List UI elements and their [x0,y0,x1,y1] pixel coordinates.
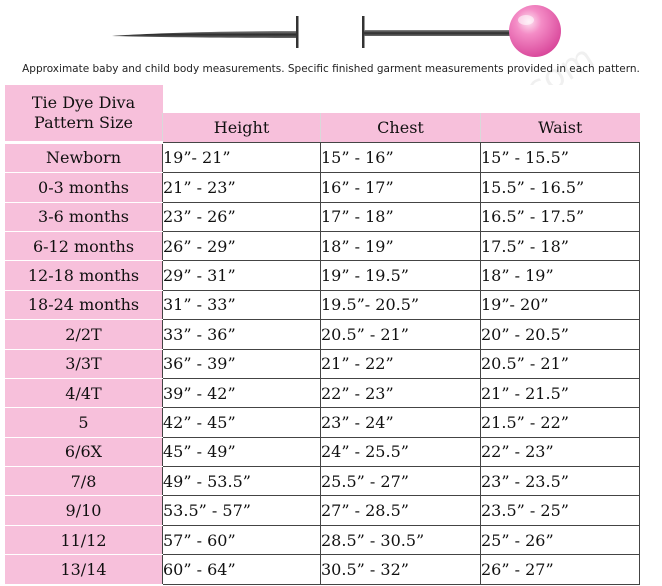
height-header: Height [162,113,321,143]
chest-cell: 22” - 23” [320,378,481,409]
height-cell: 49” - 53.5” [162,466,321,497]
chest-cell: 18” - 19” [320,231,481,262]
size-cell: 7/8 [5,466,163,497]
table-row: 2/2T 33” - 36” 20.5” - 21” 20” - 20.5” [5,319,640,350]
waist-cell: 19”- 20” [480,290,640,321]
waist-cell: 18” - 19” [480,260,640,291]
waist-cell: 25” - 26” [480,525,640,556]
height-cell: 36” - 39” [162,349,321,379]
pattern-size-header-line1: Tie Dye Diva [31,92,136,112]
chest-cell: 23” - 24” [320,407,481,438]
table-row: Newborn 19”- 21” 15” - 16” 15” - 15.5” [5,142,640,174]
size-cell: 6-12 months [5,231,163,262]
chest-cell: 17” - 18” [320,202,481,232]
height-cell: 19”- 21” [162,142,321,174]
chest-cell: 19” - 19.5” [320,260,481,291]
height-cell: 26” - 29” [162,231,321,262]
table-row: 12-18 months 29” - 31” 19” - 19.5” 18” - 19… [5,260,640,291]
table-row: 4/4T 39” - 42” 22” - 23” 21” - 21.5” [5,378,640,409]
size-cell: 2/2T [5,319,163,350]
size-cell: 11/12 [5,525,163,556]
pattern-size-header-line2: Pattern Size [34,112,133,132]
waist-cell: 15” - 15.5” [480,142,640,174]
table-row: 0-3 months 21” - 23” 16” - 17” 15.5” - 16.5… [5,172,640,203]
waist-cell: 22” - 23” [480,437,640,468]
chest-cell: 15” - 16” [320,142,481,174]
table-row: 7/8 49” - 53.5” 25.5” - 27” 23” - 23.5” [5,466,640,497]
chest-cell: 28.5” - 30.5” [320,525,481,556]
size-cell: 6/6X [5,437,163,468]
pattern-size-header: Tie Dye Diva Pattern Size [5,85,163,144]
size-cell: 3-6 months [5,202,163,232]
waist-cell: 20” - 20.5” [480,319,640,350]
waist-cell: 26” - 27” [480,554,640,585]
chest-cell: 25.5” - 27” [320,466,481,497]
height-cell: 57” - 60” [162,525,321,556]
size-cell: 18-24 months [5,290,163,321]
table-row: 18-24 months 31” - 33” 19.5”- 20.5” 19”- 20… [5,290,640,321]
waist-cell: 21” - 21.5” [480,378,640,409]
size-cell: 3/3T [5,349,163,379]
needle-icon [112,16,299,48]
height-cell: 31” - 33” [162,290,321,321]
chest-header: Chest [320,113,481,143]
pin-icon [362,5,561,57]
size-cell: 12-18 months [5,260,163,291]
waist-cell: 23.5” - 25” [480,495,640,526]
table-row: 3-6 months 23” - 26” 17” - 18” 16.5” - 17.5… [5,202,640,232]
chest-cell: 24” - 25.5” [320,437,481,468]
table-row: 6/6X 45” - 49” 24” - 25.5” 22” - 23” [5,437,640,468]
table-row: 13/14 60” - 64” 30.5” - 32” 26” - 27” [5,554,640,585]
height-cell: 33” - 36” [162,319,321,350]
table-row: 3/3T 36” - 39” 21” - 22” 20.5” - 21” [5,349,640,379]
height-cell: 29” - 31” [162,260,321,291]
height-cell: 21” - 23” [162,172,321,203]
chest-cell: 21” - 22” [320,349,481,379]
size-cell: 0-3 months [5,172,163,203]
height-cell: 60” - 64” [162,554,321,585]
waist-cell: 17.5” - 18” [480,231,640,262]
chest-cell: 30.5” - 32” [320,554,481,585]
height-cell: 53.5” - 57” [162,495,321,526]
waist-header: Waist [480,113,640,143]
size-cell: Newborn [5,142,163,174]
waist-cell: 16.5” - 17.5” [480,202,640,232]
height-cell: 42” - 45” [162,407,321,438]
size-cell: 9/10 [5,495,163,526]
chest-cell: 20.5” - 21” [320,319,481,350]
table-row: 9/10 53.5” - 57” 27” - 28.5” 23.5” - 25” [5,495,640,526]
table-row: 11/12 57” - 60” 28.5” - 30.5” 25” - 26” [5,525,640,556]
waist-cell: 21.5” - 22” [480,407,640,438]
chest-cell: 27” - 28.5” [320,495,481,526]
header-spacer [162,85,640,114]
size-cell: 4/4T [5,378,163,409]
caption: Approximate baby and child body measurem… [22,63,640,75]
header-illustration [112,5,561,57]
table-row: 6-12 months 26” - 29” 18” - 19” 17.5” - 18” [5,231,640,262]
height-cell: 39” - 42” [162,378,321,409]
chest-cell: 16” - 17” [320,172,481,203]
chest-cell: 19.5”- 20.5” [320,290,481,321]
waist-cell: 20.5” - 21” [480,349,640,379]
height-cell: 23” - 26” [162,202,321,232]
waist-cell: 15.5” - 16.5” [480,172,640,203]
height-cell: 45” - 49” [162,437,321,468]
size-cell: 13/14 [5,554,163,585]
size-cell: 5 [5,407,163,438]
waist-cell: 23” - 23.5” [480,466,640,497]
table-row: 5 42” - 45” 23” - 24” 21.5” - 22” [5,407,640,438]
size-chart-table: Tie Dye Diva Pattern Size Height Chest W… [5,85,640,585]
